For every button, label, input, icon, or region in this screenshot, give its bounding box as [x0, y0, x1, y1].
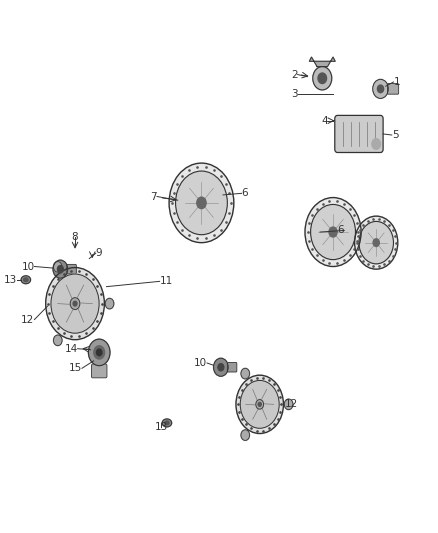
Circle shape: [329, 227, 337, 237]
Circle shape: [214, 358, 228, 376]
Circle shape: [313, 67, 332, 90]
Text: 12: 12: [21, 314, 35, 325]
Ellipse shape: [21, 276, 31, 284]
Polygon shape: [309, 57, 335, 67]
Text: 10: 10: [21, 262, 35, 271]
Circle shape: [373, 79, 388, 99]
Circle shape: [53, 335, 62, 346]
Ellipse shape: [162, 419, 172, 427]
Text: 13: 13: [155, 422, 168, 432]
Circle shape: [169, 163, 234, 243]
Ellipse shape: [165, 421, 169, 425]
Circle shape: [378, 85, 384, 93]
Text: 6: 6: [338, 225, 344, 236]
Ellipse shape: [24, 278, 28, 281]
Circle shape: [372, 139, 381, 149]
Circle shape: [218, 364, 224, 371]
Circle shape: [318, 73, 327, 84]
Text: 15: 15: [69, 364, 82, 373]
Text: 7: 7: [150, 191, 157, 201]
Circle shape: [305, 198, 361, 266]
Circle shape: [96, 349, 102, 356]
FancyBboxPatch shape: [227, 362, 237, 372]
FancyBboxPatch shape: [388, 84, 399, 94]
Text: 5: 5: [392, 130, 399, 140]
Circle shape: [94, 346, 105, 359]
Circle shape: [197, 197, 206, 208]
Text: 6: 6: [242, 188, 248, 198]
FancyBboxPatch shape: [92, 364, 107, 378]
FancyBboxPatch shape: [67, 264, 76, 274]
Circle shape: [51, 274, 99, 333]
Circle shape: [57, 265, 64, 273]
Circle shape: [373, 239, 379, 246]
Circle shape: [241, 430, 250, 440]
Circle shape: [176, 171, 227, 235]
FancyBboxPatch shape: [335, 115, 383, 152]
Text: 12: 12: [285, 399, 298, 409]
Circle shape: [236, 375, 283, 433]
Circle shape: [46, 268, 104, 340]
Text: 8: 8: [72, 232, 78, 243]
Circle shape: [73, 301, 77, 306]
Circle shape: [241, 368, 250, 379]
Circle shape: [70, 298, 80, 310]
Circle shape: [105, 298, 114, 309]
Text: 10: 10: [194, 358, 207, 368]
Circle shape: [355, 216, 398, 269]
Circle shape: [311, 205, 356, 260]
Circle shape: [53, 262, 62, 272]
Text: 1: 1: [393, 77, 400, 87]
Text: 4: 4: [321, 116, 328, 126]
Text: 9: 9: [96, 248, 102, 259]
Circle shape: [53, 260, 68, 278]
Text: 14: 14: [64, 344, 78, 354]
Text: 2: 2: [291, 70, 298, 79]
Circle shape: [359, 221, 393, 264]
Circle shape: [240, 381, 279, 429]
Text: 13: 13: [4, 274, 17, 285]
Circle shape: [256, 400, 264, 409]
Circle shape: [88, 339, 110, 366]
Text: 11: 11: [159, 276, 173, 286]
Text: 3: 3: [291, 89, 298, 99]
Circle shape: [284, 399, 293, 410]
Circle shape: [258, 402, 261, 406]
